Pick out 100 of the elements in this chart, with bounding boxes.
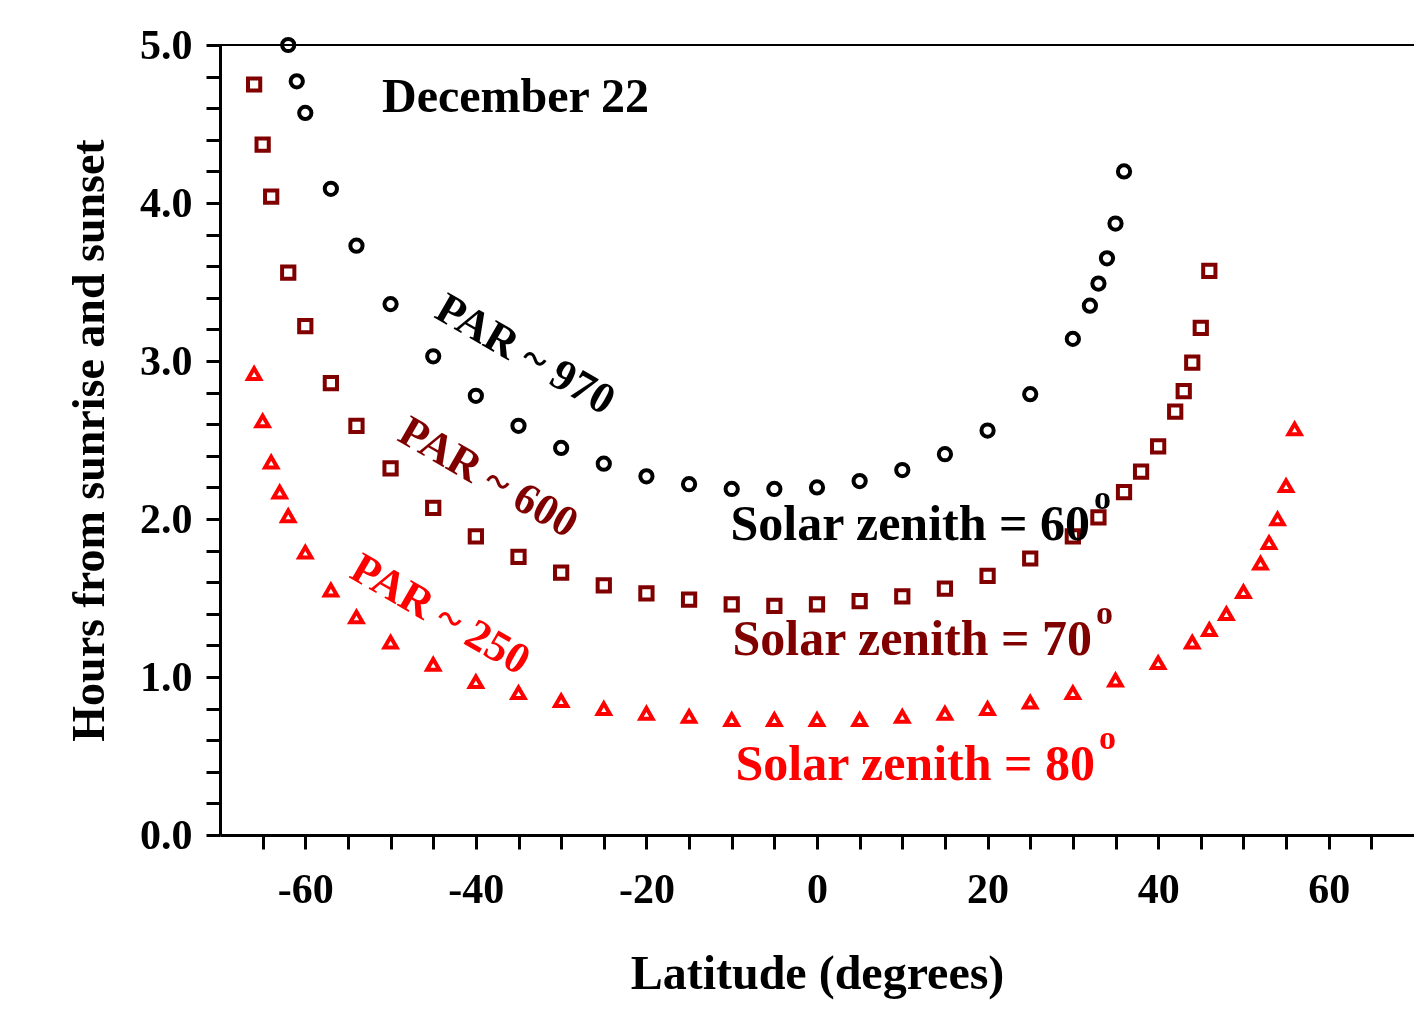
- point: [936, 706, 954, 721]
- point: [1107, 215, 1124, 232]
- point: [723, 480, 740, 498]
- x-axis-title: Latitude (degrees): [630, 945, 1005, 1000]
- point: [1090, 275, 1107, 292]
- y-tick-label: 3.0: [140, 337, 193, 384]
- point: [936, 580, 954, 597]
- point: [1022, 694, 1039, 710]
- point: [297, 544, 314, 560]
- point: [1175, 382, 1192, 400]
- point: [723, 596, 740, 613]
- point: [1218, 606, 1235, 622]
- point: [1268, 509, 1287, 527]
- point: [979, 701, 996, 716]
- point: [638, 468, 655, 485]
- point: [1022, 550, 1039, 567]
- point: [280, 264, 297, 281]
- point: [1115, 163, 1133, 180]
- point: [425, 657, 442, 672]
- point: [510, 685, 527, 701]
- y-tick-label: 4.0: [140, 179, 193, 226]
- point: [297, 318, 314, 335]
- point: [680, 591, 698, 608]
- point: [322, 180, 339, 197]
- point: [467, 387, 484, 404]
- x-tick-label: -40: [448, 865, 505, 912]
- x-tick-label: 20: [967, 865, 1010, 912]
- point: [1098, 250, 1116, 267]
- y-tick-label: 2.0: [140, 495, 193, 542]
- x-tick-label: 40: [1137, 865, 1180, 912]
- point: [766, 597, 783, 615]
- point: [254, 136, 271, 153]
- point: [425, 499, 442, 517]
- point: [1260, 535, 1278, 550]
- y-tick-label: 0.0: [140, 811, 193, 858]
- y-tick-label: 1.0: [140, 653, 193, 700]
- point: [808, 712, 826, 727]
- point: [851, 593, 868, 610]
- point: [1150, 655, 1167, 671]
- x-tick-label: 0: [807, 865, 828, 912]
- point: [936, 446, 954, 463]
- point: [1184, 634, 1201, 650]
- y-tick-label: 5.0: [140, 21, 193, 68]
- point: [851, 472, 868, 490]
- point: [1115, 484, 1133, 501]
- point: [288, 73, 305, 90]
- point: [638, 585, 655, 602]
- point: [510, 417, 527, 434]
- point: [348, 417, 365, 434]
- x-tick-label: 60: [1308, 865, 1351, 912]
- point: [766, 712, 783, 727]
- point: [638, 706, 655, 721]
- point: [1184, 354, 1201, 371]
- point: [1252, 555, 1269, 571]
- point: [553, 564, 570, 581]
- point: [467, 674, 484, 690]
- point: [348, 237, 365, 254]
- point: [1106, 670, 1125, 688]
- point: [595, 701, 612, 716]
- point: [1167, 403, 1184, 420]
- point: [1081, 297, 1099, 314]
- point: [894, 709, 911, 724]
- point: [595, 455, 612, 472]
- point: [723, 712, 740, 727]
- point: [979, 422, 996, 439]
- point: [808, 596, 826, 613]
- y-axis-title: Hours from sunrise and sunset: [63, 138, 114, 742]
- point: [263, 188, 280, 205]
- point: [510, 548, 527, 566]
- point: [1201, 622, 1218, 637]
- point: [894, 461, 911, 479]
- point: [553, 439, 570, 457]
- point: [1192, 319, 1209, 336]
- point: [382, 296, 399, 313]
- point: [1022, 386, 1039, 403]
- point: [322, 375, 339, 392]
- point: [1150, 438, 1167, 455]
- point: [766, 480, 783, 498]
- point: [1235, 584, 1252, 599]
- point: [1064, 330, 1081, 347]
- point: [245, 76, 263, 93]
- point: [382, 634, 399, 650]
- point: [894, 588, 911, 605]
- point: [467, 528, 484, 545]
- point: [245, 366, 263, 381]
- point: [680, 476, 698, 493]
- point: [1132, 463, 1150, 480]
- x-tick-label: -20: [618, 865, 675, 912]
- text: December 22: [382, 69, 649, 122]
- point: [680, 709, 698, 724]
- point: [297, 104, 314, 122]
- point: [1090, 509, 1107, 526]
- point: [1201, 262, 1218, 280]
- point: [851, 712, 868, 727]
- point: [808, 479, 826, 496]
- point: [595, 577, 612, 594]
- point: [1064, 685, 1081, 701]
- point: [979, 567, 996, 584]
- point: [280, 36, 297, 54]
- point: [553, 693, 570, 708]
